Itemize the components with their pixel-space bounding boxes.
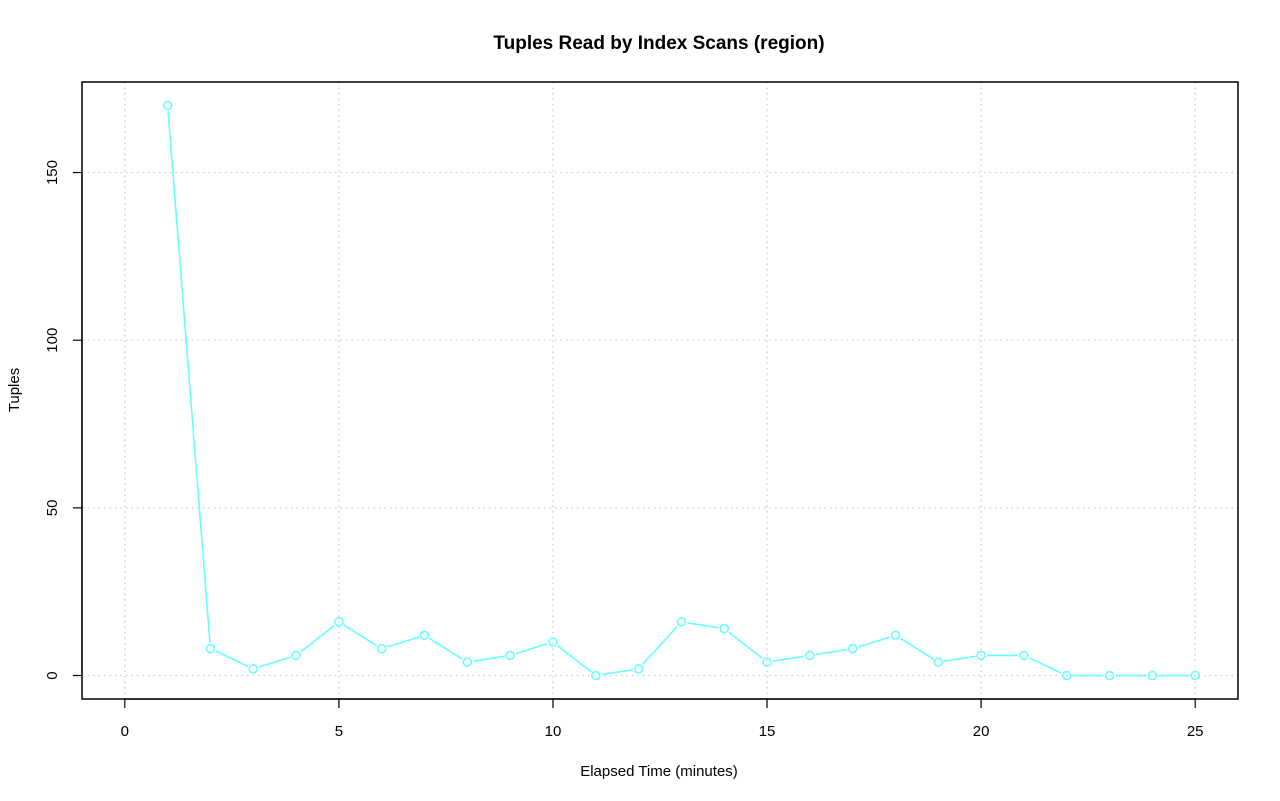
data-point bbox=[1190, 670, 1200, 681]
series-line-segment bbox=[473, 655, 505, 662]
data-point bbox=[1061, 670, 1072, 681]
y-axis-label: Tuples bbox=[6, 368, 23, 412]
data-point bbox=[762, 657, 772, 667]
gridlines bbox=[82, 82, 1238, 699]
series-line-segment bbox=[858, 636, 890, 648]
data-point bbox=[334, 617, 344, 627]
data-point bbox=[419, 630, 430, 641]
plot-frame bbox=[81, 81, 1239, 700]
data-point bbox=[205, 643, 216, 654]
chart-title: Tuples Read by Index Scans (region) bbox=[493, 33, 824, 54]
data-point bbox=[1104, 670, 1115, 681]
data-point bbox=[291, 650, 301, 661]
y-tick-label: 50 bbox=[44, 500, 61, 517]
series-line-segment bbox=[944, 655, 976, 662]
y-tick-label: 100 bbox=[44, 328, 61, 353]
series-line-segment bbox=[167, 111, 211, 643]
x-tick-label: 25 bbox=[1187, 723, 1204, 740]
data-point bbox=[933, 657, 944, 667]
series-line-segment bbox=[900, 637, 934, 660]
axes: 0 5 10 15 20 25 0 50 100 150 bbox=[44, 160, 1204, 740]
y-tick-label: 150 bbox=[44, 160, 61, 185]
series-line-segment bbox=[642, 625, 678, 665]
series-line-segment bbox=[557, 645, 592, 673]
series-line-segment bbox=[215, 650, 249, 667]
series-line-segment bbox=[387, 636, 420, 648]
data-point bbox=[676, 617, 687, 627]
data-point bbox=[162, 100, 173, 111]
data-point bbox=[805, 650, 815, 661]
data-point bbox=[847, 643, 858, 654]
x-tick-label: 20 bbox=[973, 723, 990, 740]
data-point bbox=[1147, 670, 1158, 681]
series-line-segment bbox=[687, 622, 719, 629]
x-tick-label: 10 bbox=[545, 723, 562, 740]
x-tick-label: 0 bbox=[121, 723, 129, 740]
series-line-segment bbox=[343, 624, 378, 647]
data-point bbox=[248, 664, 259, 674]
data-point bbox=[1019, 650, 1029, 661]
data-point bbox=[376, 643, 387, 654]
series-line-segment bbox=[258, 656, 291, 668]
data-point bbox=[548, 637, 558, 647]
series-line-segment bbox=[515, 643, 548, 655]
data-point bbox=[719, 623, 730, 634]
data-point bbox=[590, 670, 601, 681]
series-line-segment bbox=[300, 624, 335, 653]
series-line-segment bbox=[772, 655, 805, 662]
data-point bbox=[976, 650, 986, 661]
data-point bbox=[633, 664, 644, 674]
y-tick-label: 0 bbox=[44, 671, 61, 679]
x-tick-label: 5 bbox=[335, 723, 343, 740]
data-series bbox=[162, 100, 1200, 681]
data-point bbox=[505, 650, 515, 661]
series-line-segment bbox=[601, 668, 633, 676]
series-line-segment bbox=[1029, 657, 1062, 674]
x-tick-label: 15 bbox=[759, 723, 776, 740]
series-line-segment bbox=[815, 648, 847, 656]
x-axis-label: Elapsed Time (minutes) bbox=[580, 763, 738, 780]
data-point bbox=[462, 657, 473, 667]
series-line-segment bbox=[728, 631, 763, 660]
series-line-segment bbox=[429, 637, 463, 660]
data-point bbox=[890, 630, 901, 641]
